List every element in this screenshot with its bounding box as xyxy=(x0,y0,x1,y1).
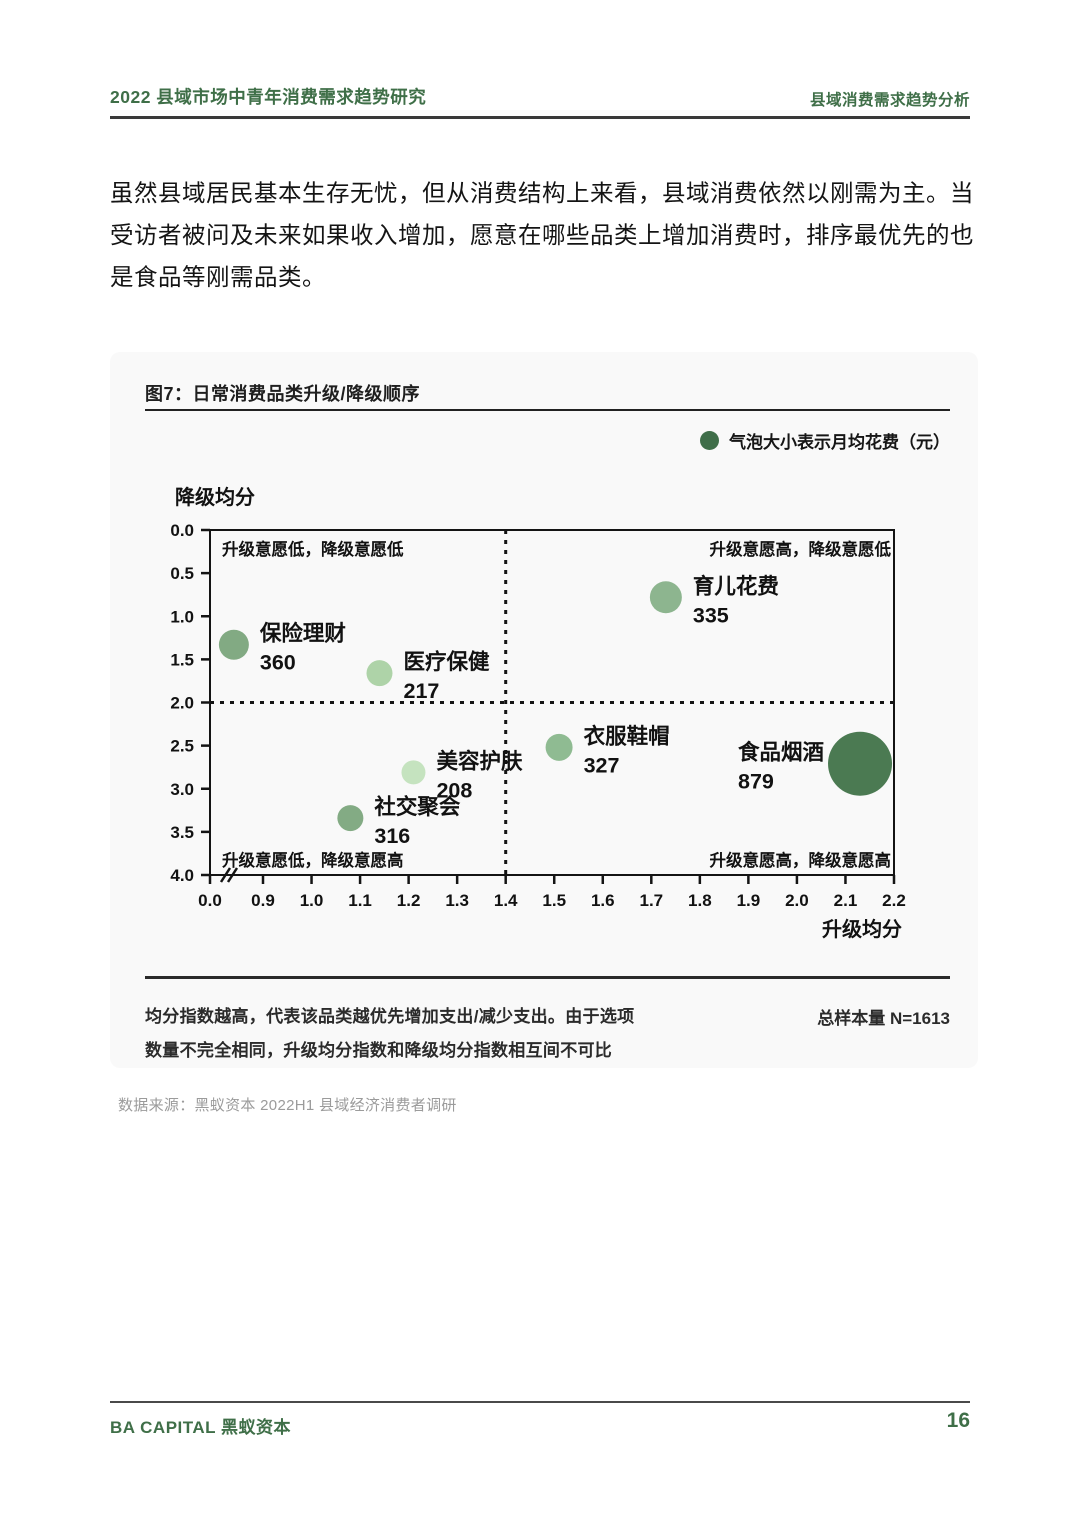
x-tick-label: 2.0 xyxy=(785,891,809,910)
figure-note-line1: 均分指数越高，代表该品类越优先增加支出/减少支出。由于选项 xyxy=(145,1007,635,1026)
quadrant-label-top-right: 升级意愿高，降级意愿低 xyxy=(710,539,892,559)
quadrant-label-bottom-left: 升级意愿低，降级意愿高 xyxy=(222,850,404,870)
page-number: 16 xyxy=(946,1409,970,1432)
y-axis-title: 降级均分 xyxy=(175,485,255,509)
y-tick-label: 2.5 xyxy=(170,737,194,756)
header-divider xyxy=(110,116,970,119)
bubble-value: 208 xyxy=(436,778,472,802)
x-tick-label: 1.4 xyxy=(494,891,518,910)
bubble-value: 327 xyxy=(584,753,620,777)
footer-brand: BA CAPITAL 黑蚁资本 xyxy=(110,1418,291,1437)
x-tick-label: 1.5 xyxy=(542,891,566,910)
x-axis-title: 升级均分 xyxy=(822,917,902,941)
bubble-value: 879 xyxy=(738,770,774,794)
bubble xyxy=(218,629,249,660)
x-tick-label: 1.1 xyxy=(348,891,372,910)
bubble-label: 社交聚会 xyxy=(374,794,461,819)
body-paragraph: 虽然县域居民基本生存无忧，但从消费结构上来看，县域消费依然以刚需为主。当受访者被… xyxy=(110,180,974,290)
bubble-value: 217 xyxy=(403,679,439,703)
bubble-value: 360 xyxy=(260,651,296,675)
bubble-chart: 0.0 0.9 1.0 1.1 1.2 1.3 1.4 1.5 1.6 1.7 1.8 1.9 2.0 2… xyxy=(170,485,906,941)
x-tick-label: 1.0 xyxy=(300,891,324,910)
bubble-label: 美容护肤 xyxy=(436,748,523,773)
figure-note-line2: 数量不完全相同，升级均分指数和降级均分指数相互间不可比 xyxy=(145,1041,613,1060)
y-tick-label: 1.0 xyxy=(170,607,194,626)
y-tick-label: 3.0 xyxy=(170,780,194,799)
bubble xyxy=(545,733,573,761)
x-tick-label: 1.2 xyxy=(397,891,421,910)
y-tick-label: 2.0 xyxy=(170,694,194,713)
quadrant-label-top-left: 升级意愿低，降级意愿低 xyxy=(222,539,404,559)
x-tick-label: 1.7 xyxy=(639,891,663,910)
legend-dot-icon xyxy=(700,431,719,450)
figure-title: 图7：日常消费品类升级/降级顺序 xyxy=(145,384,421,404)
sample-size: 总样本量 N=1613 xyxy=(817,1009,950,1028)
figure-card: 图7：日常消费品类升级/降级顺序 气泡大小表示月均花费（元） 0.0 0.9 1.0… xyxy=(110,352,978,1068)
y-tick-label: 3.5 xyxy=(170,823,194,842)
x-tick-label: 2.2 xyxy=(882,891,906,910)
x-tick-label: 0.9 xyxy=(251,891,275,910)
y-tick-label: 1.5 xyxy=(170,650,194,669)
quadrant-label-bottom-right: 升级意愿高，降级意愿高 xyxy=(710,850,892,870)
y-tick-label: 4.0 xyxy=(170,866,194,885)
header-title-right: 县域消费需求趋势分析 xyxy=(809,92,970,109)
bubble xyxy=(828,731,893,796)
bubble-label: 医疗保健 xyxy=(403,649,490,674)
figure-title-divider xyxy=(145,409,950,411)
x-tick-label: 0.0 xyxy=(198,891,222,910)
y-tick-label: 0.0 xyxy=(170,521,194,540)
bubble-value: 316 xyxy=(374,824,410,848)
bubble-label: 保险理财 xyxy=(259,621,346,646)
bubble-label: 衣服鞋帽 xyxy=(584,723,670,748)
x-tick-label: 2.1 xyxy=(834,891,858,910)
x-tick-label: 1.6 xyxy=(591,891,615,910)
bubble-label: 食品烟酒 xyxy=(738,740,824,765)
x-tick-label: 1.9 xyxy=(737,891,761,910)
bubble-size-legend: 气泡大小表示月均花费（元） xyxy=(700,428,950,453)
legend-label: 气泡大小表示月均花费（元） xyxy=(729,433,950,452)
figure-note: 均分指数越高，代表该品类越优先增加支出/减少支出。由于选项 数量不完全相同，升级… xyxy=(145,1000,685,1068)
bubble-label: 育儿花费 xyxy=(693,573,779,598)
x-axis-break-icon xyxy=(219,867,232,883)
x-tick-label: 1.8 xyxy=(688,891,712,910)
y-tick-label: 0.5 xyxy=(170,564,194,583)
bubble xyxy=(649,581,682,614)
bubble-value: 335 xyxy=(693,603,729,627)
x-axis-break-icon xyxy=(226,867,239,883)
footer-divider xyxy=(110,1401,970,1403)
header-title-left: 2022 县域市场中青年消费需求趋势研究 xyxy=(110,87,427,107)
bubble xyxy=(401,760,426,785)
bubble xyxy=(337,805,364,832)
note-divider xyxy=(145,976,950,979)
bubble xyxy=(366,660,393,687)
data-source: 数据来源：黑蚁资本 2022H1 县域经济消费者调研 xyxy=(118,1097,457,1114)
x-tick-label: 1.3 xyxy=(445,891,469,910)
